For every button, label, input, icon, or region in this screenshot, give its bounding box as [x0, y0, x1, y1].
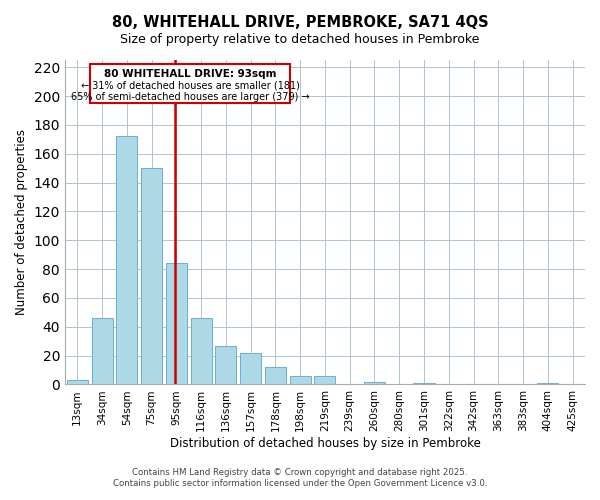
Bar	[364, 382, 385, 384]
Bar	[116, 136, 137, 384]
Text: 65% of semi-detached houses are larger (379) →: 65% of semi-detached houses are larger (…	[71, 92, 309, 102]
Bar	[413, 383, 434, 384]
Text: Size of property relative to detached houses in Pembroke: Size of property relative to detached ho…	[121, 32, 479, 46]
Text: ← 31% of detached houses are smaller (181): ← 31% of detached houses are smaller (18…	[80, 80, 299, 90]
Text: 80 WHITEHALL DRIVE: 93sqm: 80 WHITEHALL DRIVE: 93sqm	[104, 68, 276, 78]
Text: Contains HM Land Registry data © Crown copyright and database right 2025.
Contai: Contains HM Land Registry data © Crown c…	[113, 468, 487, 487]
Bar	[538, 383, 559, 384]
Bar	[141, 168, 162, 384]
Bar	[215, 346, 236, 385]
Y-axis label: Number of detached properties: Number of detached properties	[15, 129, 28, 315]
Bar	[290, 376, 311, 384]
Bar	[240, 352, 261, 384]
Bar	[314, 376, 335, 384]
Bar	[92, 318, 113, 384]
FancyBboxPatch shape	[89, 64, 290, 104]
Bar	[166, 264, 187, 384]
X-axis label: Distribution of detached houses by size in Pembroke: Distribution of detached houses by size …	[170, 437, 481, 450]
Text: 80, WHITEHALL DRIVE, PEMBROKE, SA71 4QS: 80, WHITEHALL DRIVE, PEMBROKE, SA71 4QS	[112, 15, 488, 30]
Bar	[265, 367, 286, 384]
Bar	[67, 380, 88, 384]
Bar	[191, 318, 212, 384]
